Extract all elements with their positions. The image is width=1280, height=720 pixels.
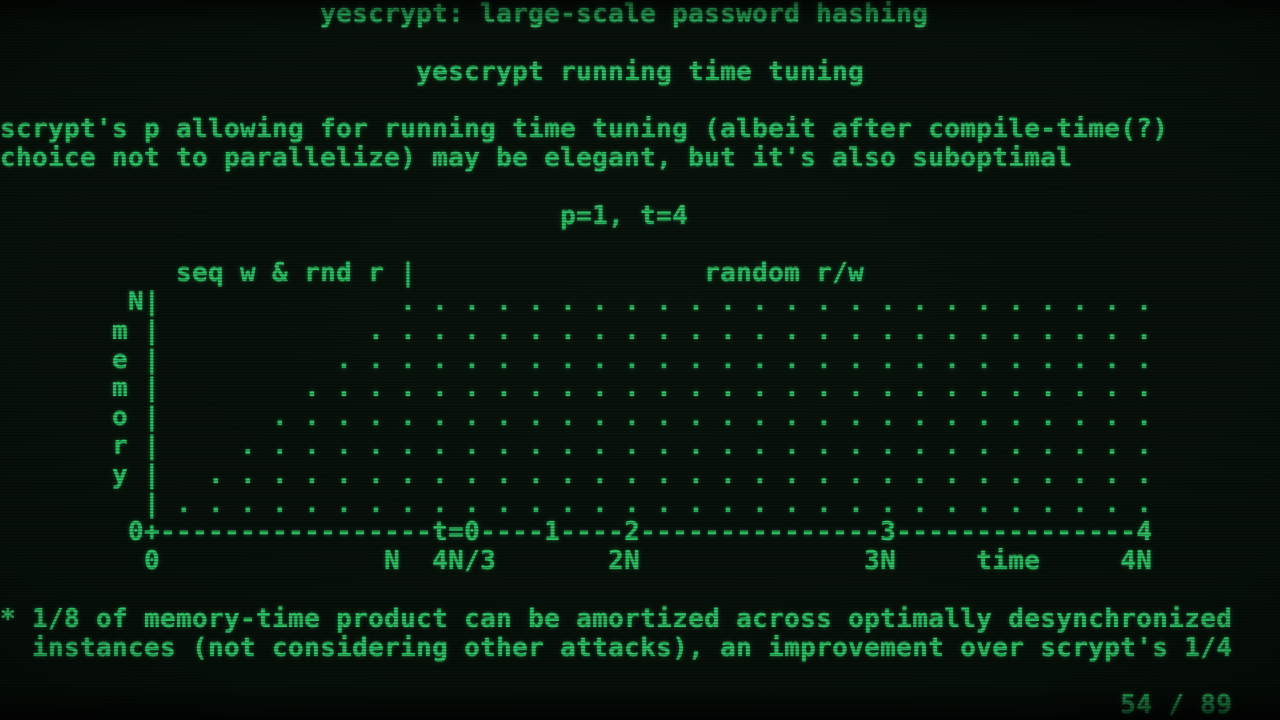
footnote-line-2: instances (not considering other attacks… bbox=[0, 632, 1233, 663]
page-indicator: 54 / 89 bbox=[0, 690, 1233, 720]
chart-baseline-row: | . . . . . . . . . . . . . . . . . . . … bbox=[0, 488, 1153, 519]
blank-line-4 bbox=[0, 230, 1280, 259]
blank-line-6 bbox=[0, 662, 1280, 691]
chart-row-e: e | . . . . . . . . . . . . . . . . . . … bbox=[0, 344, 1153, 375]
chart-phase-labels: seq w & rnd r | random r/w bbox=[0, 258, 865, 289]
slide-subtitle: yescrypt running time tuning bbox=[0, 56, 865, 87]
chart-x-axis: 0+-----------------t=0----1----2--------… bbox=[0, 517, 1153, 548]
chart-row-o: o | . . . . . . . . . . . . . . . . . . … bbox=[0, 402, 1153, 433]
body-text-line-1: scrypt's p allowing for running time tun… bbox=[0, 114, 1169, 145]
chart-row-r: r | . . . . . . . . . . . . . . . . . . … bbox=[0, 430, 1153, 461]
body-text-line-2: choice not to parallelize) may be elegan… bbox=[0, 142, 1073, 173]
chart-row-memory-max: N| . . . . . . . . . . . . . . . . . . .… bbox=[0, 286, 1153, 317]
blank-line-3 bbox=[0, 173, 1280, 202]
chart-x-tick-labels: 0 N 4N/3 2N 3N time 4N bbox=[0, 546, 1153, 577]
chart-row-m2: m | . . . . . . . . . . . . . . . . . . … bbox=[0, 373, 1153, 404]
footnote-line-1: * 1/8 of memory-time product can be amor… bbox=[0, 603, 1233, 634]
chart-row-m1: m | . . . . . . . . . . . . . . . . . . … bbox=[0, 315, 1153, 346]
params-text: p=1, t=4 bbox=[0, 200, 689, 231]
blank-line-2 bbox=[0, 86, 1280, 115]
blank-line-1 bbox=[0, 29, 1280, 58]
chart-row-y: y | . . . . . . . . . . . . . . . . . . … bbox=[0, 459, 1153, 490]
slide-title: yescrypt: large-scale password hashing bbox=[0, 0, 929, 29]
blank-line-5 bbox=[0, 576, 1280, 605]
